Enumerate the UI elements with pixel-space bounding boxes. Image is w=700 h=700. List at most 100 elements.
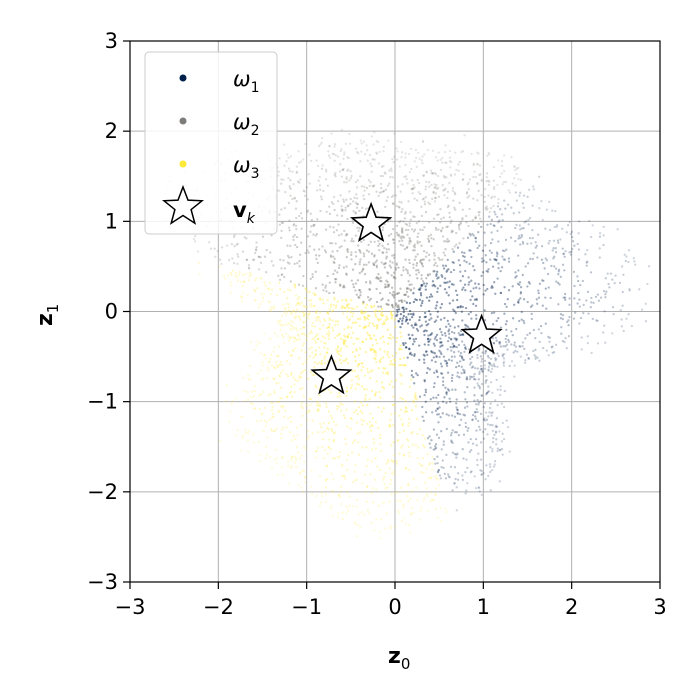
- data-point-omega-1: [563, 269, 566, 272]
- data-point-omega-3: [279, 386, 283, 389]
- data-point-omega-2: [309, 277, 312, 281]
- data-point-omega-1: [534, 241, 537, 244]
- data-point-omega-1: [447, 268, 450, 271]
- data-point-omega-3: [246, 432, 250, 435]
- data-point-omega-2: [219, 258, 222, 261]
- data-point-omega-1: [479, 412, 483, 416]
- data-point-omega-2: [433, 200, 437, 203]
- data-point-omega-2: [363, 185, 366, 188]
- data-point-omega-3: [363, 374, 367, 377]
- data-point-omega-2: [359, 251, 362, 254]
- data-point-omega-3: [427, 509, 430, 512]
- data-point-omega-1: [490, 286, 493, 289]
- data-point-omega-3: [358, 324, 361, 328]
- data-point-omega-2: [319, 209, 322, 213]
- data-point-omega-3: [274, 382, 278, 385]
- data-point-omega-3: [230, 284, 233, 287]
- data-point-omega-2: [298, 181, 301, 184]
- data-point-omega-2: [339, 163, 342, 166]
- data-point-omega-3: [365, 303, 369, 306]
- data-point-omega-3: [432, 499, 435, 502]
- data-point-omega-2: [377, 273, 380, 276]
- data-point-omega-2: [375, 266, 379, 269]
- data-point-omega-2: [442, 175, 446, 178]
- data-point-omega-3: [381, 335, 385, 338]
- data-point-omega-1: [570, 230, 574, 234]
- data-point-omega-3: [319, 340, 323, 343]
- data-point-omega-2: [352, 210, 355, 213]
- data-point-omega-1: [431, 411, 434, 414]
- data-point-omega-3: [361, 446, 364, 449]
- data-point-omega-2: [404, 163, 407, 167]
- data-point-omega-1: [471, 418, 474, 422]
- data-point-omega-1: [447, 294, 450, 297]
- data-point-omega-1: [464, 306, 468, 310]
- data-point-omega-1: [553, 265, 556, 268]
- data-point-omega-2: [422, 174, 425, 177]
- data-point-omega-1: [599, 296, 603, 299]
- data-point-omega-3: [337, 455, 341, 458]
- data-point-omega-1: [489, 222, 492, 226]
- data-point-omega-1: [447, 358, 451, 361]
- data-point-omega-1: [534, 357, 537, 360]
- data-point-omega-3: [319, 352, 322, 356]
- data-point-omega-2: [314, 287, 318, 290]
- data-point-omega-1: [484, 478, 487, 481]
- data-point-omega-2: [439, 158, 442, 161]
- data-point-omega-1: [425, 282, 428, 285]
- data-point-omega-3: [361, 404, 365, 407]
- data-point-omega-3: [371, 369, 374, 372]
- data-point-omega-2: [455, 168, 458, 172]
- data-point-omega-1: [466, 325, 470, 328]
- data-point-omega-3: [231, 399, 234, 403]
- data-point-omega-3: [368, 512, 371, 515]
- data-point-omega-3: [283, 307, 287, 310]
- data-point-omega-2: [373, 254, 376, 257]
- data-point-omega-1: [644, 302, 647, 305]
- data-point-omega-1: [501, 453, 504, 456]
- data-point-omega-1: [552, 257, 555, 260]
- data-point-omega-2: [348, 132, 351, 136]
- data-point-omega-1: [429, 446, 432, 449]
- data-point-omega-3: [326, 311, 330, 314]
- data-point-omega-3: [394, 412, 397, 415]
- data-point-omega-2: [362, 238, 365, 242]
- data-point-omega-1: [573, 297, 576, 300]
- data-point-omega-3: [241, 434, 244, 437]
- data-point-omega-3: [384, 486, 387, 490]
- data-point-omega-3: [218, 439, 221, 443]
- data-point-omega-3: [325, 405, 328, 408]
- data-point-omega-2: [301, 284, 305, 287]
- data-point-omega-2: [339, 149, 342, 153]
- data-point-omega-1: [461, 333, 465, 336]
- data-point-omega-1: [427, 340, 430, 343]
- data-point-omega-2: [319, 143, 322, 146]
- data-point-omega-3: [316, 316, 319, 319]
- data-point-omega-2: [501, 183, 504, 186]
- data-point-omega-3: [241, 273, 244, 276]
- data-point-omega-2: [387, 303, 390, 306]
- data-point-omega-1: [412, 313, 415, 317]
- data-point-omega-3: [343, 306, 346, 310]
- data-point-omega-2: [424, 185, 428, 188]
- data-point-omega-3: [350, 379, 353, 382]
- data-point-omega-3: [308, 332, 311, 335]
- data-point-omega-2: [288, 262, 291, 265]
- data-point-omega-2: [354, 262, 357, 266]
- data-point-omega-3: [331, 329, 335, 332]
- data-point-omega-3: [304, 312, 307, 316]
- data-point-omega-3: [323, 362, 327, 365]
- data-point-omega-1: [473, 372, 476, 376]
- data-point-omega-3: [345, 304, 349, 307]
- data-point-omega-2: [287, 167, 291, 170]
- data-point-omega-3: [295, 326, 298, 330]
- data-point-omega-3: [400, 335, 403, 338]
- data-point-omega-1: [519, 355, 522, 358]
- data-point-omega-1: [589, 306, 592, 309]
- data-point-omega-3: [357, 523, 360, 527]
- data-point-omega-3: [258, 407, 262, 411]
- data-point-omega-2: [348, 179, 351, 182]
- legend-label-omega-3: ω3: [233, 153, 260, 182]
- data-point-omega-3: [321, 298, 324, 301]
- data-point-omega-3: [368, 314, 371, 317]
